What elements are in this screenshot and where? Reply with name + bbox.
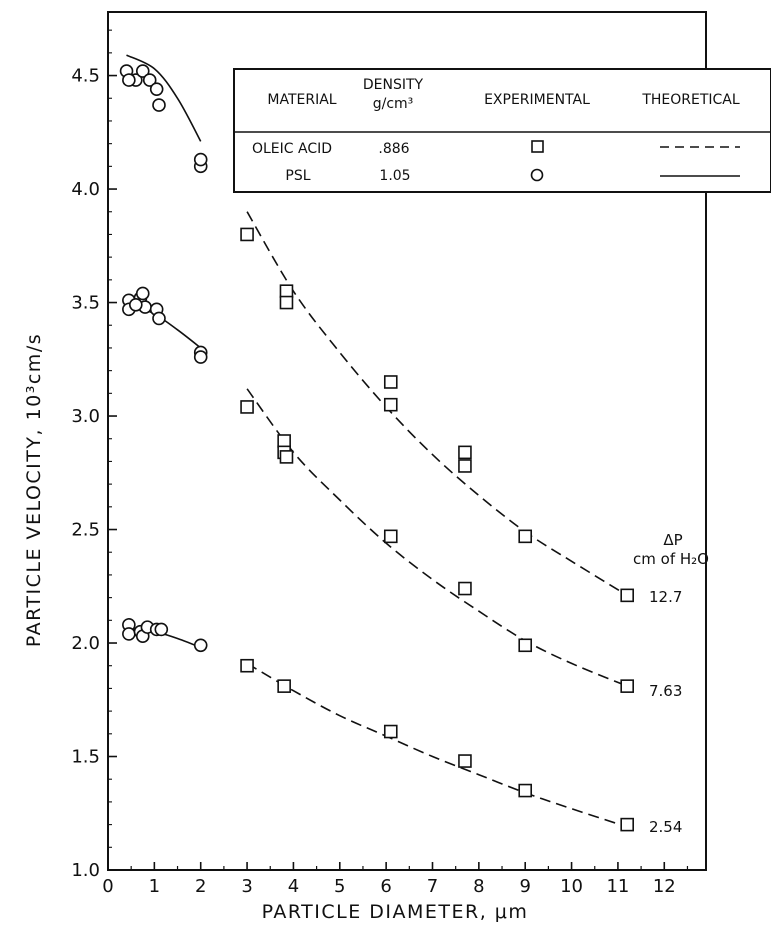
x-tick-label: 4 [288,876,299,897]
psl-point [193,152,208,167]
oleic-point [620,817,634,832]
oleic-point [383,397,398,412]
oleic-point [383,724,398,739]
y-tick-label: 3.5 [71,293,100,314]
psl-point [154,622,169,637]
oleic-point [383,529,398,544]
x-axis-label: PARTICLE DIAMETER, μm [262,901,529,923]
psl-point [122,627,136,641]
y-tick-label: 3.0 [71,406,100,427]
psl-point [152,98,166,112]
legend-row-psl-density: 1.05 [379,168,410,184]
legend-row-oleic-material: OLEIC ACID [252,141,332,157]
legend: MATERIAL DENSITY g/cm³ EXPERIMENTAL THEO… [233,68,771,193]
oleic-point [620,588,634,603]
oleic-point [279,284,294,298]
pressure-label-7-63: 7.63 [649,682,682,700]
oleic-theory-line-1 [246,388,628,687]
oleic-point [458,459,472,473]
x-tick-label: 0 [102,876,113,897]
psl-point [193,638,208,653]
x-tick-label: 12 [653,876,676,897]
oleic-point [279,295,294,310]
x-tick-label: 2 [195,876,206,897]
psl-theory-line-0 [126,54,202,142]
psl-point [135,64,150,78]
axis-tick-labels: 0 1 2 3 4 5 6 7 8 9 10 11 121.01.52.02.53.03.54.04.5 [71,66,675,897]
legend-header-experimental: EXPERIMENTAL [484,92,590,108]
oleic-point [518,529,533,544]
oleic-theory-line-2 [246,662,628,828]
y-tick-label: 2.0 [71,633,100,654]
pressure-header-symbol: ΔP [663,531,682,549]
plot-frame [107,11,707,871]
oleic-point [458,754,472,768]
legend-row-psl-material: PSL [285,168,310,184]
theoretical-curves [126,54,628,828]
y-tick-label: 2.5 [71,520,100,541]
psl-point [149,82,164,96]
legend-circle-marker-icon [530,168,544,182]
pressure-header-unit: cm of H₂O [633,550,709,568]
oleic-point [458,581,472,596]
x-tick-label: 3 [241,876,252,897]
legend-header-theoretical: THEORETICAL [641,92,740,108]
oleic-point [518,783,533,798]
legend-box [233,68,771,193]
oleic-point [240,400,254,414]
psl-point [129,298,143,312]
oleic-point [383,375,398,389]
legend-square-marker-icon [531,140,544,153]
y-tick-label: 1.0 [71,860,100,881]
experimental-markers [119,64,634,832]
x-tick-label: 6 [380,876,391,897]
psl-point [122,73,136,87]
oleic-theory-line-0 [246,211,628,596]
legend-row-oleic-density: .886 [378,141,409,157]
y-tick-label: 4.5 [71,66,100,87]
oleic-point [277,434,291,448]
x-tick-label: 9 [519,876,530,897]
x-tick-label: 7 [427,876,438,897]
x-tick-label: 5 [334,876,345,897]
pressure-label-2-54: 2.54 [649,818,682,836]
legend-header-density: DENSITY [363,77,424,93]
x-tick-label: 11 [606,876,629,897]
y-tick-label: 4.0 [71,179,100,200]
oleic-point [240,658,254,673]
oleic-point [240,227,254,242]
oleic-point [277,679,291,693]
psl-point [152,311,166,326]
x-tick-label: 10 [560,876,583,897]
psl-point [135,286,150,301]
legend-header-density-unit: g/cm³ [373,96,414,112]
psl-point [193,350,208,364]
legend-header-material: MATERIAL [267,92,336,108]
y-axis-label: PARTICLE VELOCITY, 10³cm/s [23,333,45,647]
oleic-point [620,679,634,693]
x-tick-label: 1 [149,876,160,897]
oleic-point [458,445,472,460]
y-tick-label: 1.5 [71,747,100,768]
oleic-point [279,450,294,464]
x-tick-label: 8 [473,876,484,897]
psl-point [142,73,157,87]
pressure-label-12-7: 12.7 [649,588,682,606]
oleic-point [518,638,533,653]
axis-ticks [107,29,689,871]
